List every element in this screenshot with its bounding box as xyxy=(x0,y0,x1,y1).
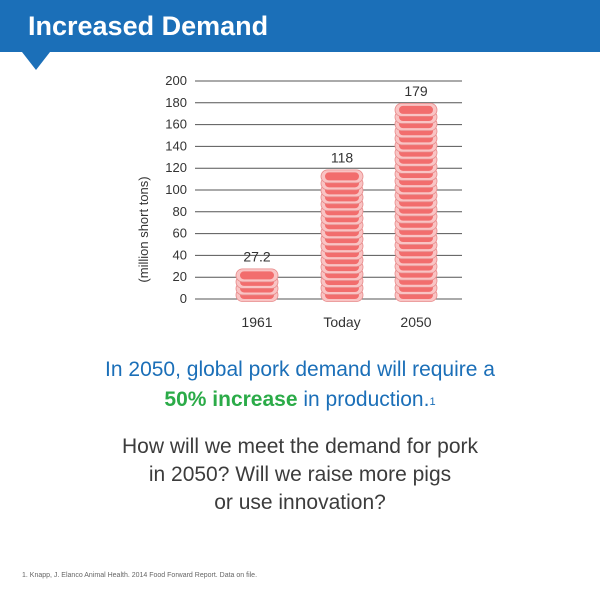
page-title: Increased Demand xyxy=(28,11,269,41)
value-label-2050: 179 xyxy=(404,83,428,99)
y-tick-label: 140 xyxy=(165,138,187,153)
headline-line-2: 50% increase in production.1 xyxy=(30,386,570,414)
y-tick-label: 200 xyxy=(165,73,187,88)
headline-rest: in production. xyxy=(297,388,430,411)
footnote-reference: 1 xyxy=(429,396,436,408)
headline-line-1: In 2050, global pork demand will require… xyxy=(105,358,495,381)
y-tick-label: 40 xyxy=(173,247,187,262)
y-tick-label: 180 xyxy=(165,95,187,110)
category-label-2050: 2050 xyxy=(400,314,431,330)
y-tick-label: 60 xyxy=(173,226,187,241)
y-tick-label: 20 xyxy=(173,269,187,284)
bar-1961 xyxy=(235,268,279,302)
y-tick-label: 100 xyxy=(165,182,187,197)
y-axis-label: (million short tons) xyxy=(136,176,151,282)
category-label-today: Today xyxy=(323,314,360,330)
increase-highlight: 50% increase xyxy=(164,388,298,411)
value-label-today: 118 xyxy=(331,149,354,165)
question-line-2: in 2050? Will we raise more pigs xyxy=(148,463,452,486)
bar-2050 xyxy=(394,102,438,302)
value-label-1961: 27.2 xyxy=(243,248,270,264)
y-tick-label: 80 xyxy=(173,204,187,219)
y-tick-label: 0 xyxy=(180,291,187,306)
question-line-3: or use innovation? xyxy=(214,491,386,514)
bar-today xyxy=(320,169,364,302)
category-label-1961: 1961 xyxy=(241,314,272,330)
question-line-1: How will we meet the demand for pork xyxy=(122,435,478,458)
y-tick-label: 160 xyxy=(165,117,187,132)
pork-demand-chart: 0 20 40 60 80 100 120 140 160 180 200 (million shor… xyxy=(136,73,462,330)
footnote: 1. Knapp, J. Elanco Animal Health. 2014 … xyxy=(22,572,258,579)
header-banner: Increased Demand xyxy=(0,0,600,52)
y-tick-label: 120 xyxy=(165,160,187,175)
banner-pointer xyxy=(22,52,50,70)
